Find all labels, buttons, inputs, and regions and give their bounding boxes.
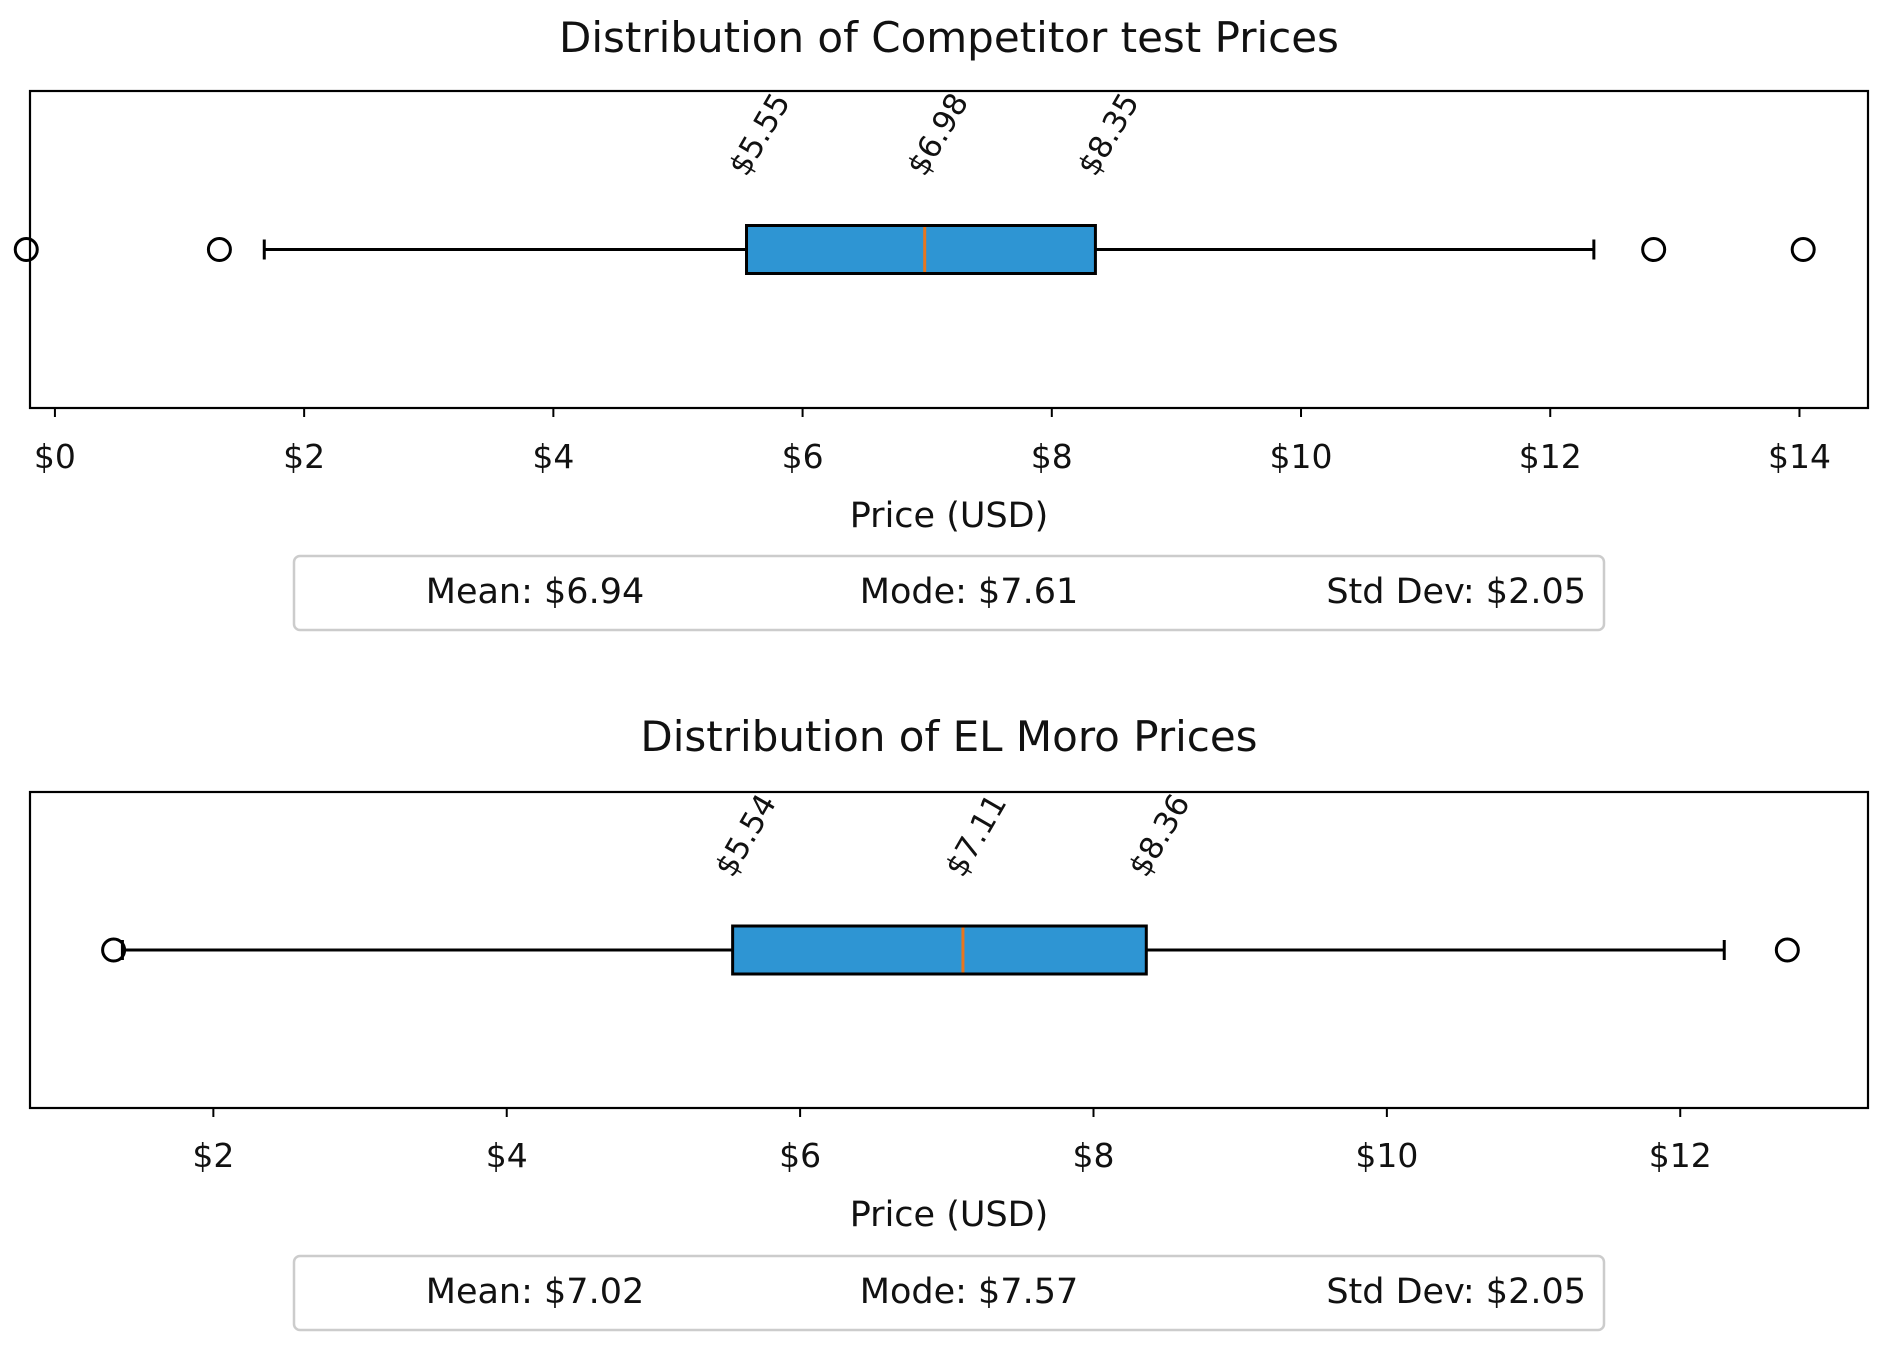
x-tick-label: $14 — [1768, 437, 1831, 476]
x-tick-label: $6 — [782, 437, 824, 476]
quartile-label: $7.11 — [939, 788, 1015, 883]
quartile-label: $8.36 — [1122, 788, 1198, 883]
outlier-point — [101, 937, 127, 963]
quartile-label: $5.54 — [708, 788, 784, 883]
stat-mode: Mode: $7.61 — [860, 572, 1078, 612]
chart-panel-1: Distribution of Competitor test Prices $5… — [13, 13, 1870, 632]
chart-title: Distribution of Competitor test Prices — [559, 13, 1339, 62]
x-tick-label: $8 — [1072, 1136, 1114, 1175]
outlier-point — [1790, 237, 1816, 262]
x-tick-label: $2 — [283, 437, 325, 476]
x-tick-label: $6 — [779, 1136, 821, 1175]
iqr-box — [731, 924, 1148, 976]
stat-mode: Mode: $7.57 — [860, 1272, 1078, 1312]
outlier-point — [13, 237, 39, 262]
stats-box — [292, 1254, 1606, 1332]
quartile-label: $5.55 — [722, 87, 798, 182]
outlier-point — [206, 237, 232, 262]
x-tick-label: $12 — [1519, 437, 1582, 476]
iqr-box — [745, 224, 1097, 275]
quartile-label: $8.35 — [1071, 87, 1147, 182]
chart-title: Distribution of EL Moro Prices — [640, 712, 1257, 761]
stats-box — [292, 554, 1606, 632]
stat-mean: Mean: $7.02 — [426, 1272, 644, 1312]
x-tick-label: $2 — [192, 1136, 234, 1175]
x-tick-label: $12 — [1649, 1136, 1712, 1175]
x-axis-label: Price (USD) — [850, 1195, 1049, 1235]
quartile-label: $6.98 — [900, 87, 976, 182]
x-tick-label: $10 — [1355, 1136, 1418, 1175]
x-tick-label: $4 — [532, 437, 574, 476]
chart-panel-2: Distribution of EL Moro Prices $5.54 $7.11… — [28, 712, 1870, 1332]
outlier-point — [1774, 937, 1800, 963]
x-axis-label: Price (USD) — [850, 496, 1049, 536]
axes-frame — [28, 89, 1870, 410]
stat-std: Std Dev: $2.05 — [1326, 1272, 1586, 1312]
x-tick-label: $10 — [1270, 437, 1333, 476]
x-tick-label: $4 — [486, 1136, 528, 1175]
x-tick-label: $0 — [34, 437, 76, 476]
axes-frame — [28, 790, 1870, 1110]
stat-mean: Mean: $6.94 — [426, 572, 644, 612]
x-tick-label: $8 — [1031, 437, 1073, 476]
stat-std: Std Dev: $2.05 — [1326, 572, 1586, 612]
outlier-point — [1641, 237, 1667, 262]
